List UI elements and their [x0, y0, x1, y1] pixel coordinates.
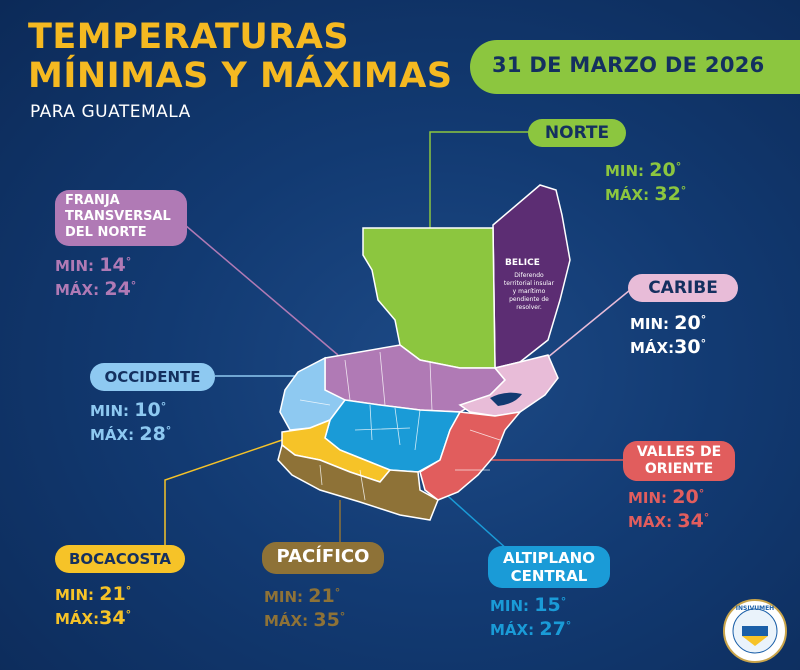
pacifico-min-label: MIN:	[264, 588, 304, 606]
region-norte	[362, 227, 496, 369]
caribe-name: CARIBE	[648, 278, 718, 298]
bocacosta-temps: MIN: 21° MÁX:34°	[55, 583, 132, 629]
norte-label: NORTE	[528, 119, 626, 147]
region-pacifico	[277, 443, 439, 521]
pacifico-max-label: MÁX:	[264, 612, 309, 630]
insivumeh-logo: INSIVUMEH	[723, 599, 787, 663]
valles-min-value: 20	[672, 486, 699, 508]
altiplano-min-label: MIN:	[490, 597, 530, 615]
caribe-temps: MIN: 20° MÁX:30°	[630, 312, 707, 358]
department-borders	[299, 351, 501, 501]
lake-izabal	[490, 392, 522, 406]
title-line-2: MÍNIMAS Y MÁXIMAS	[28, 56, 453, 96]
altiplano-label: ALTIPLANO CENTRAL	[488, 546, 610, 588]
valles-label: VALLES DE ORIENTE	[623, 441, 735, 481]
altiplano-max-value: 27	[539, 618, 566, 640]
bocacosta-label: BOCACOSTA	[55, 545, 185, 573]
norte-min-value: 20	[649, 159, 676, 181]
franja-label: FRANJA TRANSVERSAL DEL NORTE	[55, 190, 187, 246]
occidente-max-label: MÁX:	[90, 426, 135, 444]
valles-min-label: MIN:	[628, 489, 668, 507]
belice-note: Diferendo territorial insular y marítimo…	[503, 272, 555, 311]
altiplano-name-1: ALTIPLANO	[503, 549, 595, 567]
occidente-label: OCCIDENTE	[90, 363, 215, 391]
pacifico-max-value: 35	[313, 609, 340, 631]
occidente-name: OCCIDENTE	[104, 368, 201, 386]
caribe-min-label: MIN:	[630, 315, 670, 333]
connector-norte	[429, 131, 530, 235]
franja-min-value: 14	[99, 254, 126, 276]
bocacosta-min-label: MIN:	[55, 586, 95, 604]
valles-max-label: MÁX:	[628, 513, 673, 531]
valles-name-1: VALLES DE	[636, 444, 722, 460]
bocacosta-max-value: 34	[99, 607, 126, 629]
caribe-min-value: 20	[674, 312, 701, 334]
bocacosta-min-value: 21	[99, 583, 126, 605]
valles-max-value: 34	[677, 510, 704, 532]
pacifico-temps: MIN: 21° MÁX: 35°	[264, 585, 346, 631]
pacifico-label: PACÍFICO	[262, 542, 384, 574]
franja-min-label: MIN:	[55, 257, 95, 275]
altiplano-max-label: MÁX:	[490, 621, 535, 639]
norte-name: NORTE	[544, 123, 610, 143]
franja-temps: MIN: 14° MÁX: 24°	[55, 254, 137, 300]
svg-text:INSIVUMEH: INSIVUMEH	[736, 605, 774, 612]
pacifico-min-value: 21	[308, 585, 335, 607]
norte-max-label: MÁX:	[605, 186, 650, 204]
valles-temps: MIN: 20° MÁX: 34°	[628, 486, 710, 532]
occidente-min-value: 10	[134, 399, 161, 421]
franja-name-2: TRANSVERSAL	[65, 209, 171, 224]
main-title: TEMPERATURAS MÍNIMAS Y MÁXIMAS	[28, 18, 453, 96]
region-valles	[419, 410, 522, 501]
bocacosta-max-label: MÁX:	[55, 610, 100, 628]
date-badge: 31 DE MARZO DE 2026	[470, 40, 800, 94]
connector-bocacosta	[164, 437, 289, 548]
norte-min-label: MIN:	[605, 162, 645, 180]
subtitle: PARA GUATEMALA	[30, 102, 191, 122]
valles-name-2: ORIENTE	[644, 461, 714, 477]
occidente-max-value: 28	[139, 423, 166, 445]
occidente-min-label: MIN:	[90, 402, 130, 420]
altiplano-temps: MIN: 15° MÁX: 27°	[490, 594, 572, 640]
franja-name-3: DEL NORTE	[65, 225, 147, 240]
pacifico-name: PACÍFICO	[276, 546, 370, 567]
norte-max-value: 32	[654, 183, 681, 205]
belice-title: BELICE	[505, 258, 540, 268]
date-text: 31 DE MARZO DE 2026	[492, 53, 765, 77]
altiplano-min-value: 15	[534, 594, 561, 616]
connector-franja	[184, 224, 339, 356]
franja-max-value: 24	[104, 278, 131, 300]
occidente-temps: MIN: 10° MÁX: 28°	[90, 399, 172, 445]
franja-name-1: FRANJA	[65, 193, 120, 208]
bocacosta-name: BOCACOSTA	[68, 550, 172, 568]
norte-temps: MIN: 20° MÁX: 32°	[605, 159, 687, 205]
title-line-1: TEMPERATURAS	[28, 17, 350, 57]
caribe-max-label: MÁX:	[630, 339, 675, 357]
altiplano-name-2: CENTRAL	[510, 567, 588, 585]
caribe-max-value: 30	[674, 336, 701, 358]
caribe-label: CARIBE	[628, 274, 738, 302]
franja-max-label: MÁX:	[55, 281, 100, 299]
